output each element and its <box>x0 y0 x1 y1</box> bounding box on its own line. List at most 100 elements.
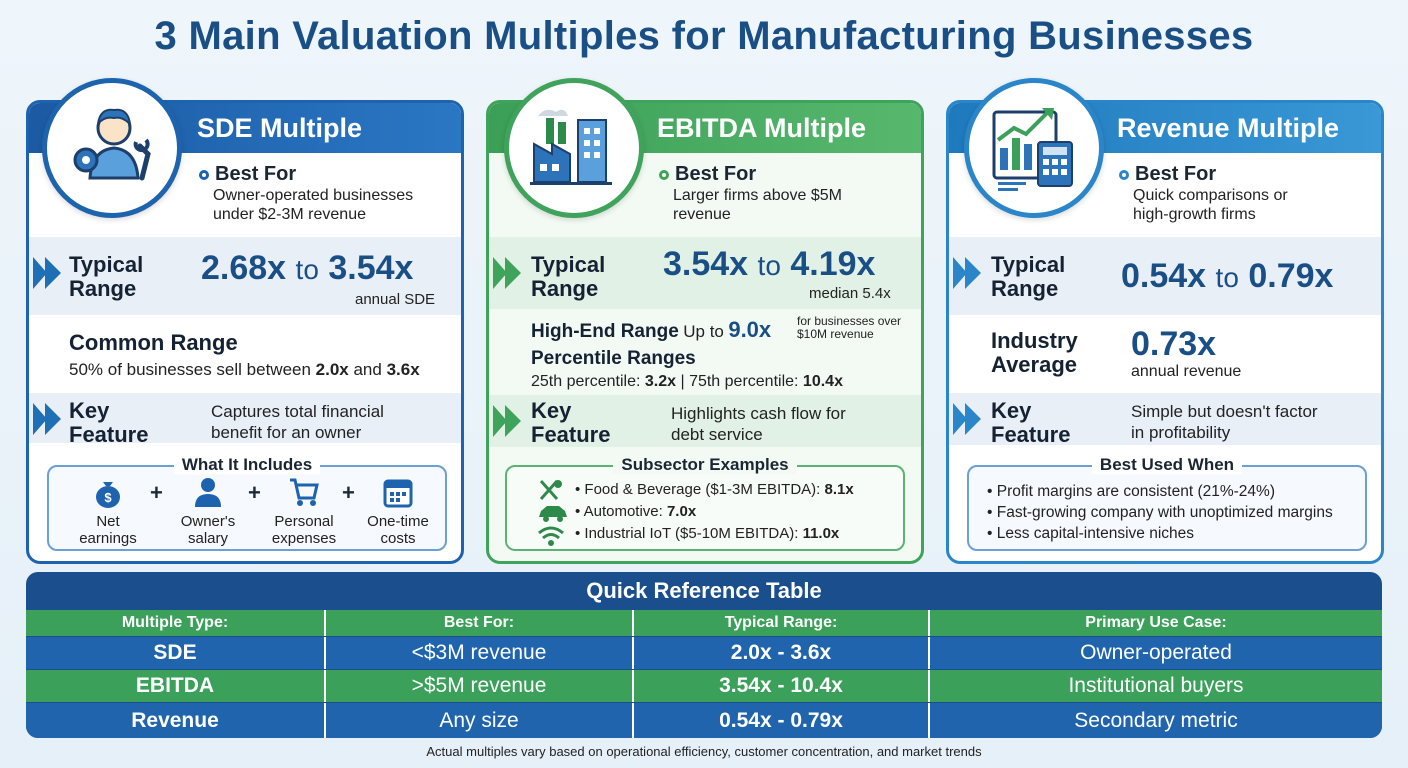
footnote: Actual multiples vary based on operation… <box>426 744 982 759</box>
revenue-avg-note: annual revenue <box>1131 363 1242 380</box>
factory-icon <box>504 78 644 218</box>
sde-typical-band <box>29 237 461 315</box>
revenue-used-list: • Profit margins are consistent (21%-24%… <box>987 481 1333 544</box>
ebitda-subsector-title: Subsector Examples <box>613 455 797 474</box>
fork-knife-icon <box>539 480 562 500</box>
table-cell: 2.0x - 3.6x <box>634 637 930 669</box>
revenue-typical-range: 0.54x to 0.79x <box>1121 257 1334 295</box>
table-title: Quick Reference Table <box>586 578 822 603</box>
revenue-key-label: Key Feature <box>991 398 1071 447</box>
ebitda-best-for-line2: revenue <box>673 206 731 223</box>
sde-includes-title: What It Includes <box>173 455 321 474</box>
revenue-key-band <box>949 393 1381 445</box>
revenue-avg-label: Industry Average <box>991 328 1078 377</box>
ebitda-typical-band <box>489 237 921 309</box>
ebitda-best-for-title: Best For <box>675 163 757 185</box>
revenue-used-title: Best Used When <box>1091 455 1243 474</box>
ebitda-highend-note: for businesses over $10M revenue <box>797 314 902 341</box>
sde-best-for-line2: under $2-3M revenue <box>213 206 366 223</box>
plus-sign: + <box>342 480 355 505</box>
ebitda-key-text: Highlights cash flow for debt service <box>671 404 846 444</box>
sde-best-for-title: Best For <box>215 163 297 185</box>
include-item: One-time costs <box>358 476 438 547</box>
table-cell: Owner-operated <box>1080 641 1232 664</box>
plus-sign: + <box>150 480 163 505</box>
sde-common-text: 50% of businesses sell between 2.0x and … <box>69 360 420 379</box>
ebitda-card: EBITDA Multiple Best For Larger firms ab… <box>486 100 924 564</box>
ebitda-key-band <box>489 395 921 447</box>
revenue-best-for-title: Best For <box>1135 163 1217 185</box>
page-title: 3 Main Valuation Multiples for Manufactu… <box>154 14 1254 58</box>
include-item: $ Net earnings <box>78 476 138 547</box>
table-cell: >$5M revenue <box>326 670 634 702</box>
table-header-cell: Primary Use Case: <box>1085 614 1227 631</box>
car-icon <box>539 506 567 522</box>
ebitda-typical-range: 3.54x to 4.19x <box>663 245 876 283</box>
revenue-key-text: Simple but doesn't factor in profitabilit… <box>1131 402 1318 442</box>
revenue-typical-label: Typical Range <box>991 252 1066 301</box>
quick-reference-table: Quick Reference Table Multiple Type: Bes… <box>26 572 1382 738</box>
plus-sign: + <box>248 480 261 505</box>
arrow-right-icon <box>953 257 981 289</box>
ebitda-pct-values: 25th percentile: 3.2x | 75th percentile:… <box>531 373 843 390</box>
list-item: • Profit margins are consistent (21%-24%… <box>987 483 1275 500</box>
ebitda-range-note: median 5.4x <box>809 285 891 302</box>
table-cell: SDE <box>26 637 326 669</box>
revenue-best-for-line2: high-growth firms <box>1133 206 1256 223</box>
revenue-typical-band <box>949 237 1381 315</box>
table-row: Revenue Any size 0.54x - 0.79x Secondary… <box>26 703 1382 738</box>
sde-key-text: Captures total financial benefit for an o… <box>211 402 384 442</box>
ebitda-pct-title: Percentile Ranges <box>531 348 696 369</box>
ebitda-subsector-box: Subsector Examples • Food & Beverage ($1… <box>505 455 905 551</box>
svg-text:$: $ <box>104 490 112 505</box>
include-item: Owner's salary <box>170 476 246 547</box>
sde-typical-label: Typical Range <box>69 252 144 301</box>
list-item: • Fast-growing company with unoptimized … <box>987 504 1333 521</box>
arrow-right-icon <box>33 403 61 435</box>
list-item: • Less capital-intensive niches <box>987 525 1195 542</box>
sde-best-for-line1: Owner-operated businesses <box>213 187 414 204</box>
subsector-item: • Automotive: 7.0x <box>575 503 697 520</box>
ebitda-key-label: Key Feature <box>531 398 611 447</box>
wifi-icon <box>538 526 564 546</box>
sde-key-label: Key Feature <box>69 398 149 447</box>
subsector-item: • Food & Beverage ($1-3M EBITDA): 8.1x <box>575 481 854 498</box>
sde-range-note: annual SDE <box>355 291 436 308</box>
table-cell: EBITDA <box>26 670 326 702</box>
growth-chart-calculator-icon <box>964 78 1104 218</box>
table-header-cell: Typical Range: <box>634 610 930 636</box>
table-cell: 3.54x - 10.4x <box>634 670 930 702</box>
table-header-row: Multiple Type: Best For: Typical Range: … <box>26 610 1382 636</box>
revenue-best-for-line1: Quick comparisons or <box>1133 187 1288 204</box>
revenue-used-box: Best Used When • Profit margins are cons… <box>967 455 1367 551</box>
arrow-right-icon <box>953 403 981 435</box>
bullet-icon <box>1119 169 1129 180</box>
table-cell: 0.54x - 0.79x <box>634 703 930 738</box>
ebitda-best-for-line1: Larger firms above $5M <box>673 187 842 204</box>
table-cell: Institutional buyers <box>1068 674 1244 697</box>
sde-typical-range: 2.68x to 3.54x <box>201 249 414 287</box>
table-header-cell: Best For: <box>326 610 634 636</box>
table-row: EBITDA >$5M revenue 3.54x - 10.4x Instit… <box>26 670 1382 702</box>
money-bag-icon: $ <box>96 482 120 508</box>
ebitda-highend: High-End Range Up to 9.0x <box>531 317 772 342</box>
bullet-icon <box>199 169 209 180</box>
revenue-best-for: Best For Quick comparisons or high-growt… <box>1119 163 1379 224</box>
arrow-right-icon <box>33 257 61 289</box>
sde-key-band <box>29 393 461 443</box>
table-cell: Secondary metric <box>1074 708 1238 732</box>
worker-gear-icon <box>42 78 182 218</box>
arrow-right-icon <box>493 405 521 437</box>
arrow-right-icon <box>493 257 521 289</box>
sde-includes-box: What It Includes <box>47 455 447 551</box>
ebitda-best-for: Best For Larger firms above $5M revenue <box>659 163 919 224</box>
table-row: SDE <$3M revenue 2.0x - 3.6x Owner-opera… <box>26 637 1382 669</box>
sde-includes-items: $ Net earnings + Owner's salary + Person… <box>64 476 464 550</box>
table-header-cell: Multiple Type: <box>26 610 326 636</box>
revenue-avg-value: 0.73x <box>1131 325 1217 363</box>
person-icon <box>195 478 221 507</box>
sde-common-title: Common Range <box>69 330 238 355</box>
shopping-cart-icon <box>290 478 319 506</box>
ebitda-typical-label: Typical Range <box>531 252 606 301</box>
calendar-icon <box>383 479 413 508</box>
